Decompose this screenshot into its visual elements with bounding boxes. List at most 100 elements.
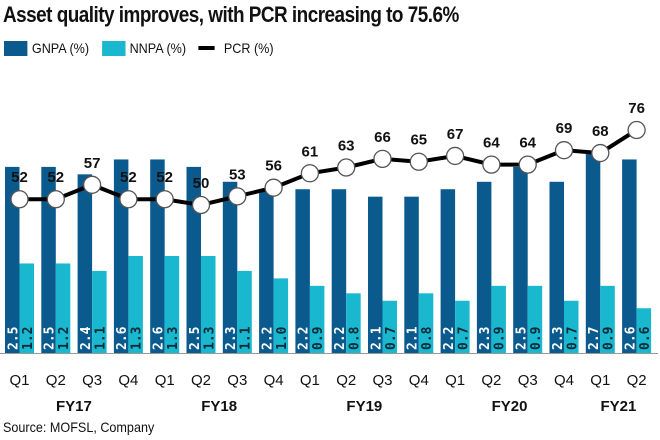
bar-label-gnpa: 2.6 (623, 326, 638, 350)
bar-gnpa (549, 181, 564, 353)
bar-label-gnpa: 2.3 (551, 327, 566, 350)
pcr-label: 53 (229, 166, 246, 183)
bar-label-nnpa: 0.9 (311, 327, 326, 350)
pcr-point (445, 146, 465, 166)
source-note: Source: MOFSL, Company (3, 419, 155, 435)
bar-label-gnpa: 2.5 (514, 327, 529, 350)
pcr-label: 64 (483, 135, 500, 152)
bar-gnpa (622, 159, 637, 353)
bar-nnpa (455, 300, 470, 353)
legend-label-nnpa: NNPA (%) (129, 40, 187, 56)
x-tick-label: Q3 (227, 372, 247, 389)
bar-gnpa (222, 181, 238, 353)
bar-gnpa (113, 159, 129, 353)
pcr-label: 56 (265, 158, 282, 175)
bar-nnpa (309, 285, 325, 353)
bar-label-gnpa: 2.6 (115, 326, 130, 350)
bar-nnpa (55, 263, 71, 353)
bar-nnpa (636, 308, 652, 353)
legend-item-pcr: PCR (%) (198, 40, 274, 56)
bar-gnpa (5, 166, 20, 353)
bar-label-gnpa: 2.5 (43, 327, 58, 350)
fiscal-year-label: FY18 (201, 398, 237, 415)
bar-nnpa (273, 278, 289, 353)
bar-label-gnpa: 2.5 (6, 327, 21, 350)
bar-nnpa (491, 285, 506, 353)
bar-label-nnpa: 1.1 (93, 326, 108, 350)
bar-label-gnpa: 2.4 (79, 326, 94, 350)
fiscal-year-label: FY21 (601, 398, 637, 415)
bar-nnpa (19, 263, 34, 353)
bar-label-nnpa: 0.6 (638, 326, 653, 350)
x-tick-label: Q4 (554, 372, 574, 389)
fiscal-year-label: FY19 (346, 398, 382, 415)
pcr-point (191, 195, 211, 215)
bar-label-gnpa: 2.2 (442, 327, 457, 350)
pcr-label: 64 (519, 135, 536, 152)
legend-swatch-nnpa (101, 40, 126, 56)
x-tick-label: Q2 (46, 372, 66, 389)
bar-nnpa (527, 285, 543, 353)
bar-label-gnpa: 2.6 (151, 326, 166, 350)
fiscal-year-label: FY17 (56, 398, 92, 415)
bar-label-gnpa: 2.7 (587, 327, 602, 350)
pcr-label: 69 (556, 120, 573, 137)
bar-gnpa (186, 166, 201, 353)
pcr-point (46, 190, 65, 209)
pcr-point (82, 175, 102, 194)
legend-line-pcr (198, 46, 215, 50)
bar-label-nnpa: 1.2 (21, 327, 36, 350)
x-tick-label: Q1 (445, 372, 465, 389)
bar-gnpa (295, 189, 310, 353)
bar-nnpa (164, 256, 180, 353)
pcr-point (482, 155, 501, 174)
bar-label-nnpa: 0.8 (420, 326, 435, 350)
x-tick-label: Q4 (264, 372, 284, 389)
pcr-point (409, 152, 428, 171)
bar-nnpa (600, 285, 615, 353)
bar-label-nnpa: 0.9 (602, 327, 617, 350)
bar-gnpa (513, 166, 528, 353)
bar-nnpa (128, 256, 143, 353)
pcr-point (373, 149, 392, 168)
pcr-point (627, 120, 646, 140)
bar-nnpa (418, 293, 434, 353)
legend-label-pcr: PCR (%) (223, 40, 274, 56)
bar-label-gnpa: 2.1 (406, 326, 421, 350)
x-tick-label: Q1 (9, 372, 29, 389)
pcr-point (228, 187, 247, 206)
chart-title: Asset quality improves, with PCR increas… (3, 2, 459, 27)
pcr-point (119, 190, 138, 209)
pcr-point (300, 164, 320, 183)
fiscal-year-label: FY20 (492, 398, 528, 415)
legend-swatch-gnpa (4, 40, 28, 56)
pcr-label: 67 (447, 126, 464, 143)
x-tick-label: Q4 (118, 372, 138, 389)
pcr-label: 52 (11, 169, 28, 186)
pcr-point (264, 178, 283, 197)
x-tick-label: Q3 (372, 372, 392, 389)
bar-label-nnpa: 1.3 (166, 327, 181, 350)
pcr-point (518, 155, 537, 174)
bar-label-nnpa: 1.3 (202, 327, 217, 350)
bar-gnpa (585, 152, 601, 353)
bar-label-nnpa: 1.0 (275, 326, 290, 350)
pcr-point (591, 143, 610, 163)
bar-label-gnpa: 2.2 (260, 327, 275, 350)
x-tick-label: Q2 (481, 372, 501, 389)
x-tick-label: Q2 (336, 372, 356, 389)
x-tick-label: Q1 (300, 372, 320, 389)
x-tick-label: Q1 (155, 372, 175, 389)
bar-label-nnpa: 0.7 (456, 327, 471, 350)
bar-nnpa (382, 300, 397, 353)
bar-gnpa (331, 189, 347, 353)
pcr-point (337, 158, 356, 177)
bar-gnpa (259, 189, 274, 353)
bar-label-gnpa: 2.3 (224, 327, 239, 350)
x-tick-label: Q2 (627, 372, 647, 389)
bar-gnpa (150, 159, 165, 353)
x-tick-label: Q3 (82, 372, 102, 389)
pcr-point (10, 190, 29, 209)
pcr-label: 76 (628, 100, 645, 117)
